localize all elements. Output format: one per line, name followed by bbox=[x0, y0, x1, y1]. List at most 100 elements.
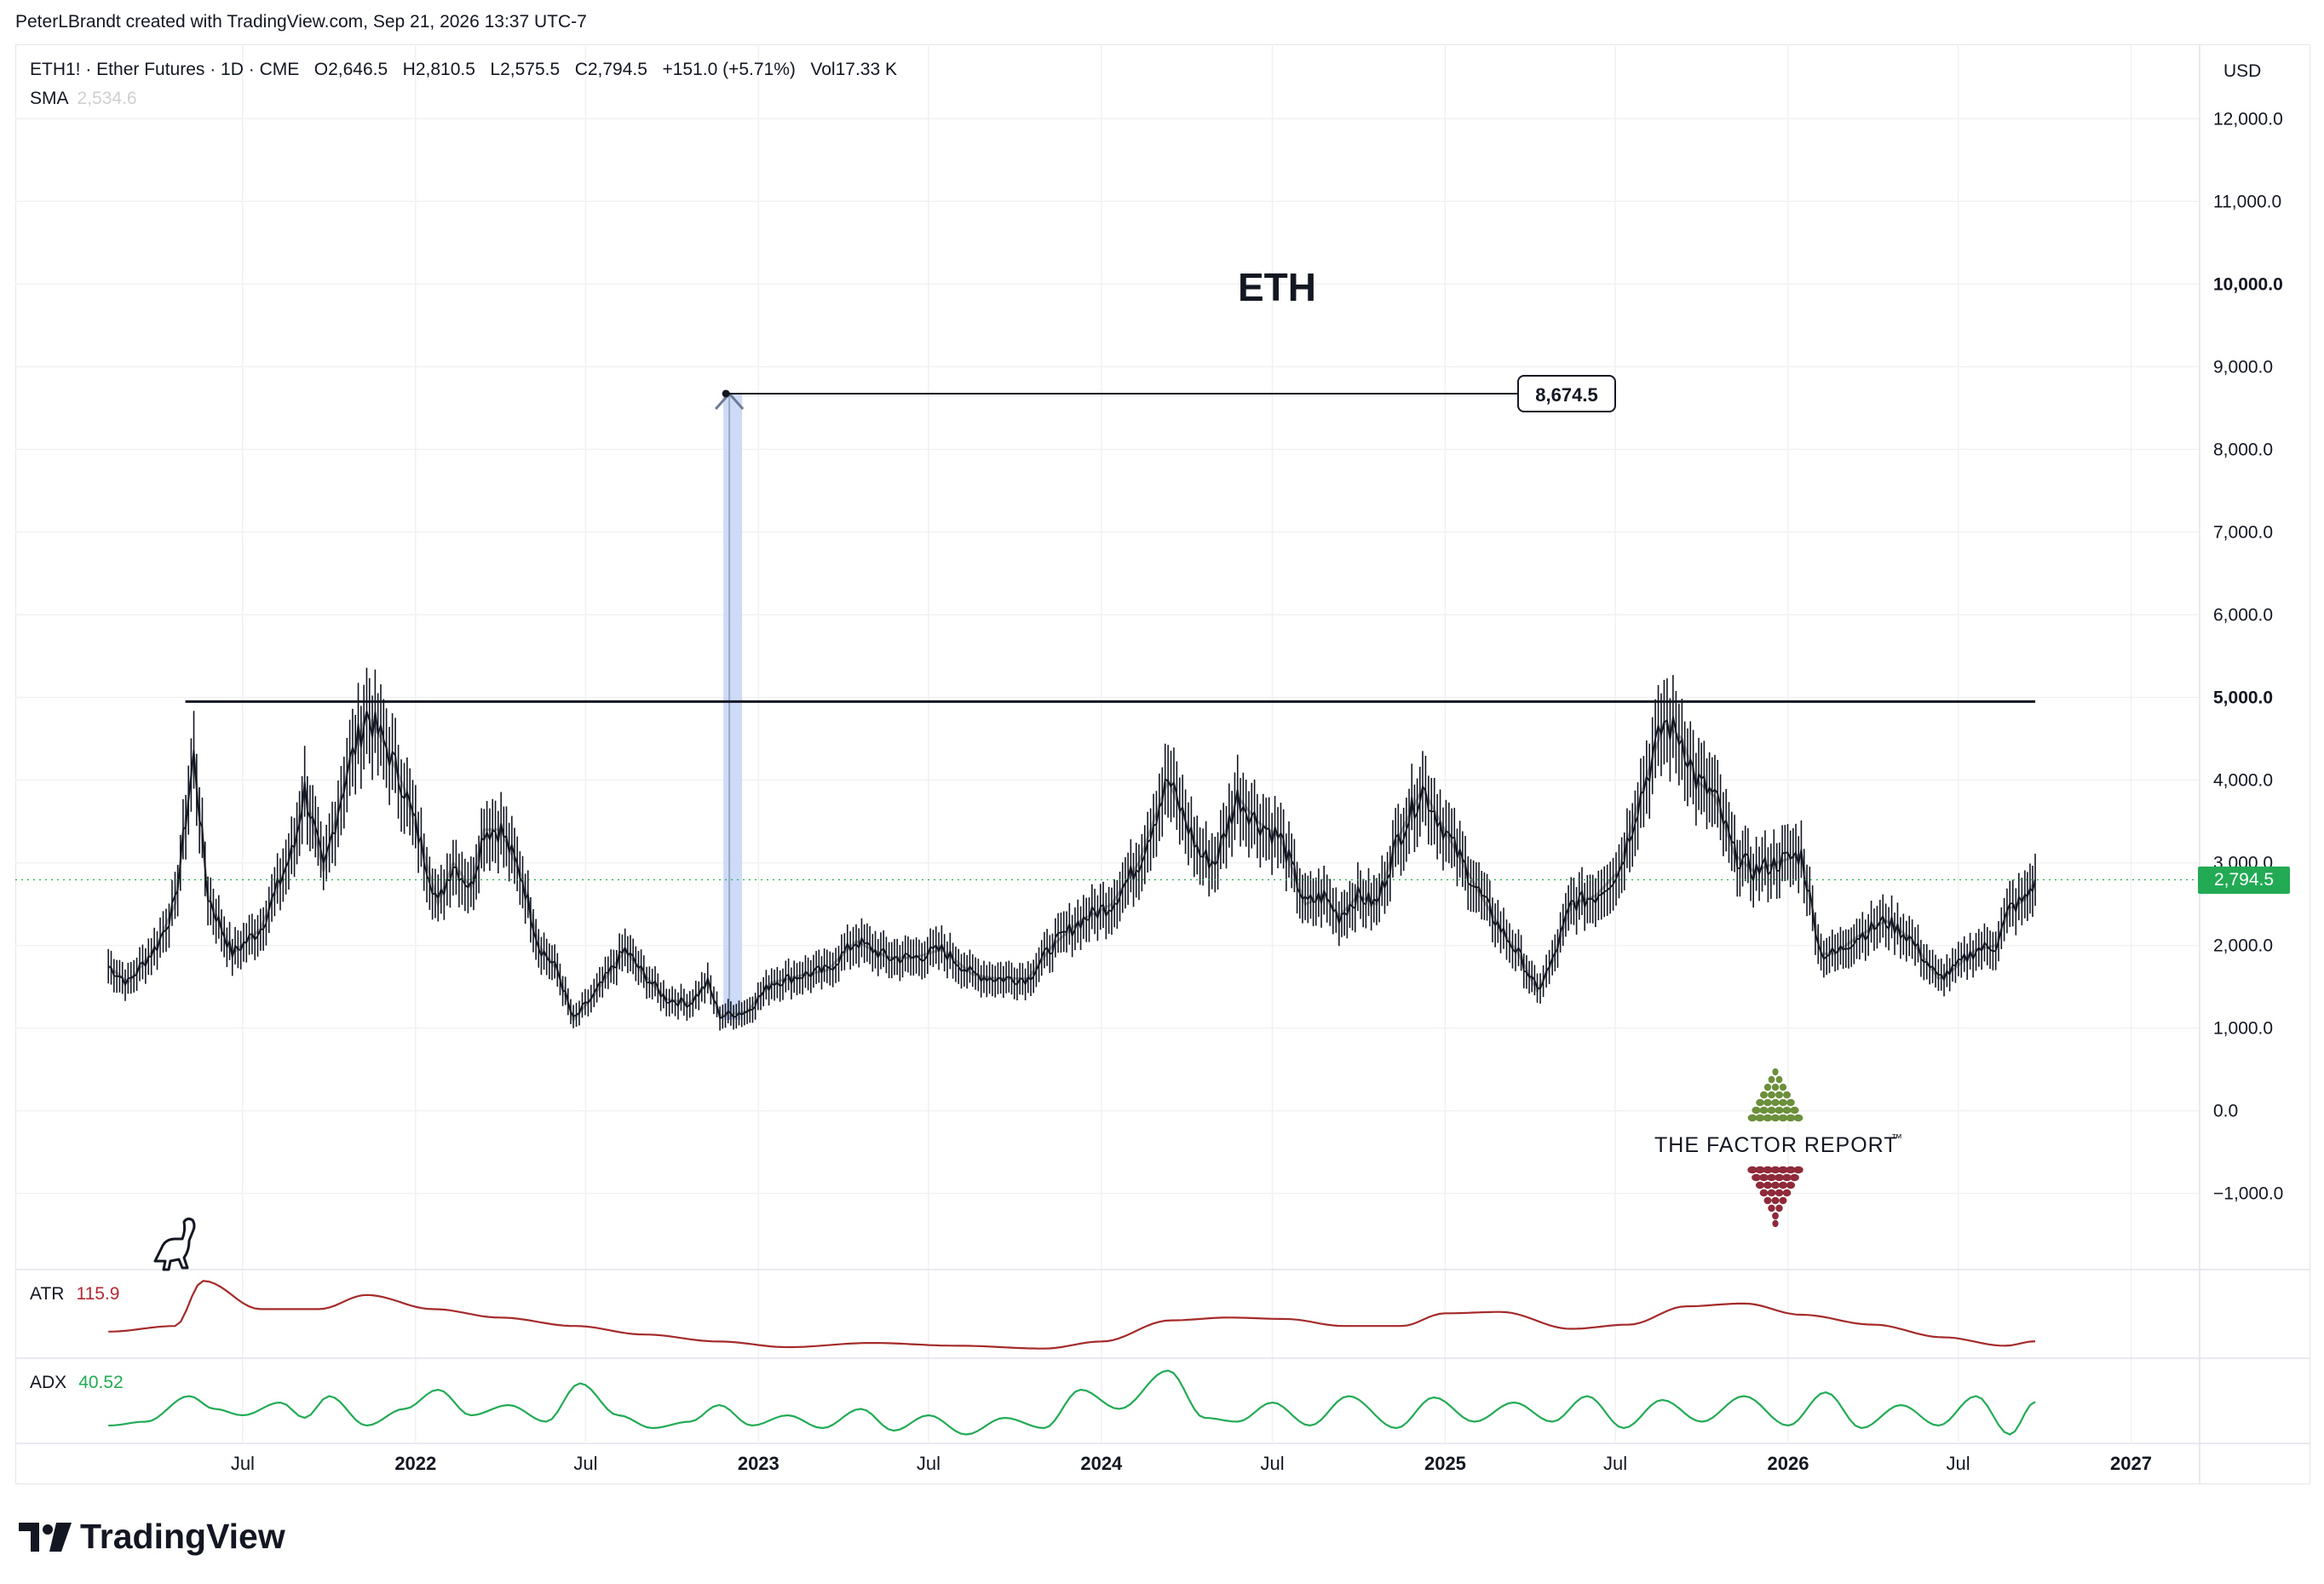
price-axis[interactable]: 12,000.0 11,000.0 10,000.0 9,000.0 8,000.0 7,… bbox=[2213, 109, 2283, 1203]
symbol-name: ETH1! · Ether Futures · 1D · CME bbox=[30, 60, 300, 79]
logo-dot-green bbox=[1763, 1098, 1772, 1107]
logo-dot-red bbox=[1790, 1173, 1799, 1182]
logo-dot-red bbox=[1793, 1166, 1803, 1174]
x-tick-label: 2022 bbox=[394, 1453, 436, 1474]
logo-dot-red bbox=[1752, 1173, 1761, 1182]
change-value: +151.0 (+5.71%) bbox=[662, 60, 796, 79]
currency-selector[interactable]: USD bbox=[2223, 61, 2262, 81]
logo-dot-green bbox=[1760, 1091, 1768, 1099]
adx-label: ADX bbox=[30, 1373, 67, 1392]
logo-dot-red bbox=[1775, 1173, 1784, 1182]
grid-lines bbox=[15, 44, 2200, 1442]
logo-dot-red bbox=[1778, 1181, 1788, 1189]
y-tick-label: 7,000.0 bbox=[2213, 522, 2273, 542]
sma-label: SMA bbox=[30, 89, 69, 108]
logo-dot-green bbox=[1752, 1106, 1761, 1115]
tradingview-wordmark: TradingView bbox=[80, 1517, 285, 1556]
logo-dot-green bbox=[1772, 1068, 1779, 1076]
close-value: C2,794.5 bbox=[574, 60, 647, 79]
logo-dot-red bbox=[1767, 1189, 1776, 1197]
logo-dot-red bbox=[1786, 1181, 1796, 1189]
price-line bbox=[107, 711, 2036, 1020]
y-tick-label: 10,000.0 bbox=[2213, 274, 2283, 294]
logo-dot-green bbox=[1771, 1083, 1780, 1092]
logo-dot-red bbox=[1771, 1196, 1780, 1205]
symbol-legend[interactable]: ETH1! · Ether Futures · 1D · CME O2,646.… bbox=[30, 60, 897, 80]
logo-dot-green bbox=[1771, 1098, 1780, 1107]
logo-dot-red bbox=[1770, 1166, 1780, 1174]
logo-dot-green bbox=[1775, 1106, 1784, 1115]
logo-dot-green bbox=[1768, 1091, 1775, 1099]
logo-dot-red bbox=[1786, 1166, 1796, 1174]
logo-dot-green bbox=[1793, 1114, 1803, 1122]
atr-legend[interactable]: ATR 115.9 bbox=[30, 1284, 119, 1305]
tradingview-brand[interactable]: TradingView bbox=[19, 1517, 285, 1557]
logo-dot-red bbox=[1755, 1166, 1765, 1174]
logo-dot-green bbox=[1747, 1114, 1757, 1122]
logo-dot-green bbox=[1763, 1114, 1773, 1122]
logo-dot-red bbox=[1747, 1166, 1757, 1174]
atr-series bbox=[108, 1280, 2036, 1350]
y-tick-label: 4,000.0 bbox=[2213, 771, 2273, 791]
logo-dot-red bbox=[1779, 1196, 1787, 1205]
logo-dot-red bbox=[1782, 1189, 1792, 1197]
logo-dot-green bbox=[1786, 1114, 1796, 1122]
pane-borders bbox=[15, 44, 2310, 1484]
factor-report-logo-icon bbox=[1747, 1068, 1803, 1228]
factor-report-logo-text: THE FACTOR REPORT bbox=[1654, 1133, 1898, 1157]
adx-legend[interactable]: ADX 40.52 bbox=[30, 1373, 124, 1393]
logo-dot-red bbox=[1775, 1204, 1783, 1212]
logo-dot-red bbox=[1782, 1173, 1792, 1182]
logo-dot-green bbox=[1767, 1106, 1776, 1115]
logo-dot-red bbox=[1767, 1173, 1776, 1182]
x-tick-label: 2024 bbox=[1080, 1453, 1123, 1474]
price-series bbox=[15, 667, 2200, 1031]
chart-credit: PeterLBrandt created with TradingView.co… bbox=[15, 12, 587, 32]
x-tick-label: 2025 bbox=[1424, 1453, 1466, 1474]
logo-dot-red bbox=[1768, 1204, 1775, 1212]
factor-report-tm: ™ bbox=[1891, 1132, 1902, 1144]
x-tick-label: 2023 bbox=[738, 1453, 779, 1474]
logo-dot-green bbox=[1763, 1083, 1772, 1092]
volume-value: Vol17.33 K bbox=[810, 60, 897, 79]
sma-value: 2,534.6 bbox=[77, 89, 137, 108]
sma-legend[interactable]: SMA 2,534.6 bbox=[30, 89, 137, 109]
logo-dot-green bbox=[1790, 1106, 1799, 1115]
logo-dot-green bbox=[1755, 1114, 1765, 1122]
y-tick-label: 0.0 bbox=[2213, 1102, 2238, 1121]
logo-dot-red bbox=[1763, 1181, 1773, 1189]
logo-dot-red bbox=[1759, 1173, 1769, 1182]
logo-dot-green bbox=[1768, 1075, 1775, 1084]
logo-dot-green bbox=[1779, 1083, 1787, 1092]
y-tick-label: −1,000.0 bbox=[2213, 1184, 2283, 1204]
x-tick-label: Jul bbox=[231, 1453, 255, 1474]
logo-dot-green bbox=[1756, 1098, 1764, 1107]
open-value: O2,646.5 bbox=[314, 60, 388, 79]
logo-dot-green bbox=[1775, 1091, 1783, 1099]
y-tick-label: 5,000.0 bbox=[2213, 688, 2273, 708]
projection-band bbox=[723, 393, 743, 1020]
last-price-tag: 2,794.5 bbox=[2198, 866, 2290, 894]
chart-title: ETH bbox=[1238, 265, 1316, 309]
tradingview-logo-icon bbox=[19, 1520, 72, 1552]
logo-dot-green bbox=[1770, 1114, 1780, 1122]
adx-series bbox=[108, 1369, 2036, 1436]
sma-line bbox=[107, 711, 2037, 1022]
x-tick-label: Jul bbox=[917, 1453, 941, 1474]
x-tick-label: Jul bbox=[1260, 1453, 1284, 1474]
atr-label: ATR bbox=[30, 1284, 65, 1304]
logo-dot-green bbox=[1779, 1098, 1787, 1107]
time-axis[interactable]: Jul 2022 Jul 2023 Jul 2024 Jul 2025 Jul 2026 Jul 20… bbox=[231, 1453, 2152, 1474]
logo-dot-red bbox=[1763, 1196, 1772, 1205]
projection-target-label[interactable]: 8,674.5 bbox=[1517, 374, 1616, 412]
logo-dot-green bbox=[1782, 1106, 1792, 1115]
dinosaur-icon bbox=[153, 1217, 196, 1271]
logo-dot-red bbox=[1778, 1166, 1788, 1174]
projection-tool[interactable] bbox=[715, 389, 1519, 1020]
x-tick-label: Jul bbox=[1603, 1453, 1627, 1474]
chart-frame bbox=[15, 44, 2310, 1484]
low-value: L2,575.5 bbox=[490, 60, 561, 79]
x-tick-label: 2027 bbox=[2110, 1453, 2152, 1474]
high-value: H2,810.5 bbox=[402, 60, 475, 79]
